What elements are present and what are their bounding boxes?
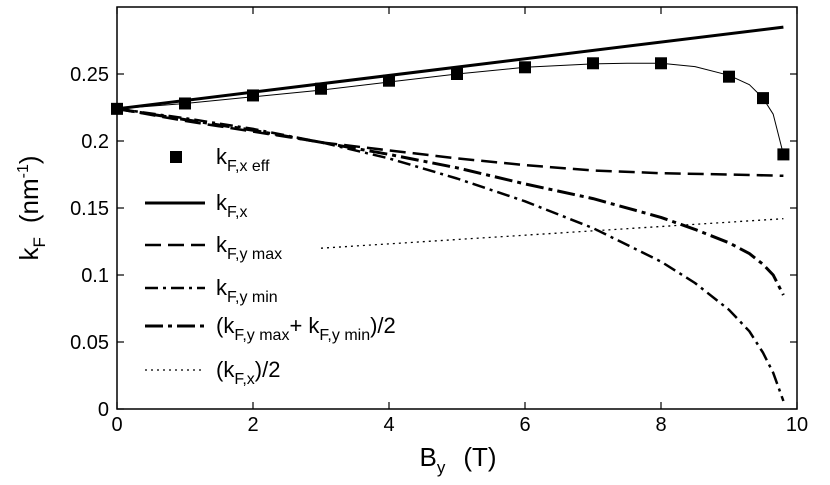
legend-label: kF,y min (216, 275, 278, 306)
legend-entry: kF,x eff (170, 144, 270, 175)
data-point (315, 82, 327, 95)
data-point (723, 70, 735, 83)
y-tick-label: 0.25 (70, 64, 109, 86)
x-tick-label: 0 (111, 414, 122, 436)
legend-label: kF,x (216, 190, 247, 221)
legend-marker (170, 151, 182, 163)
legend-label: kF,y max (216, 232, 282, 263)
x-tick-label: 2 (247, 414, 258, 436)
data-point (587, 57, 599, 70)
y-axis-label-unit-sup: -1 (15, 164, 32, 178)
y-tick-label: 0.2 (81, 131, 109, 153)
legend-entry: (kF,x)/2 (145, 357, 280, 388)
data-point (383, 74, 395, 87)
x-axis-label-sub: y (437, 458, 446, 477)
series-k-f-x-eff-fit-line (116, 62, 784, 155)
x-axis-label-unit: (T) (463, 442, 496, 472)
x-axis-label: By (T) (419, 442, 496, 477)
y-axis-label-unit-close: ) (14, 155, 44, 164)
y-axis-label-sub: F (30, 237, 49, 247)
legend-label: (kF,y max+ kF,y min)/2 (216, 313, 396, 344)
x-tick-label: 8 (655, 414, 666, 436)
tick-group: 0 2 4 6 8 10 0 0.05 0.1 0.15 0.2 0.25 (70, 7, 808, 436)
legend-label: (kF,x)/2 (216, 357, 280, 388)
y-axis-label: kF (nm-1) (14, 155, 49, 260)
x-axis-label-main: B (419, 442, 436, 472)
legend-entry: kF,y min (145, 275, 278, 306)
y-tick-label: 0.1 (81, 265, 109, 287)
y-axis-label-main: k (14, 247, 44, 261)
legend-entry: (kF,y max+ kF,y min)/2 (145, 313, 396, 344)
legend-entry: kF,x (145, 190, 247, 221)
legend: kF,x eff kF,x kF,y max kF,y min (kF,y max+ k… (145, 144, 396, 388)
x-tick-label: 4 (383, 414, 394, 436)
y-axis-label-unit-open: (nm (14, 178, 44, 223)
y-tick-label: 0.15 (70, 198, 109, 220)
y-tick-label: 0 (98, 399, 109, 421)
y-tick-label: 0.05 (70, 332, 109, 354)
series-k-f-y-max-k-f-y-min-2-line (116, 107, 785, 296)
series-k-f-x-line (116, 25, 784, 111)
x-tick-label: 6 (519, 414, 530, 436)
legend-entry: kF,y max (145, 232, 282, 263)
legend-label: kF,x eff (216, 144, 270, 175)
series-layer (111, 25, 790, 402)
x-tick-label: 10 (786, 414, 808, 436)
